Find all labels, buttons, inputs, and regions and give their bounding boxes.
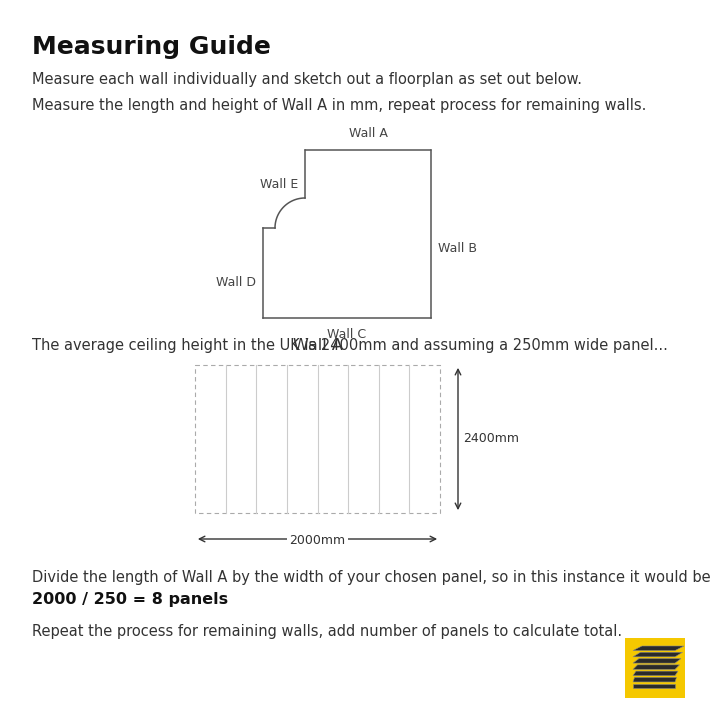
Text: Measure each wall individually and sketch out a floorplan as set out below.: Measure each wall individually and sketc… bbox=[32, 72, 582, 87]
Text: The average ceiling height in the UK is 2400mm and assuming a 250mm wide panel..: The average ceiling height in the UK is … bbox=[32, 338, 668, 353]
Text: 2400mm: 2400mm bbox=[463, 433, 519, 446]
Polygon shape bbox=[633, 659, 681, 663]
Bar bbox=[625, 638, 685, 698]
Polygon shape bbox=[633, 684, 675, 688]
Text: Wall A: Wall A bbox=[348, 127, 387, 140]
Text: Measure the length and height of Wall A in mm, repeat process for remaining wall: Measure the length and height of Wall A … bbox=[32, 98, 647, 113]
Text: Wall D: Wall D bbox=[216, 276, 256, 289]
Text: 2000mm: 2000mm bbox=[289, 534, 346, 546]
Bar bbox=[195, 365, 440, 513]
Text: Wall B: Wall B bbox=[438, 243, 477, 256]
Text: Divide the length of Wall A by the width of your chosen panel, so in this instan: Divide the length of Wall A by the width… bbox=[32, 570, 711, 585]
Text: Measuring Guide: Measuring Guide bbox=[32, 35, 271, 59]
Polygon shape bbox=[633, 671, 678, 675]
Text: Wall E: Wall E bbox=[260, 178, 298, 191]
Text: 2000 / 250 = 8 panels: 2000 / 250 = 8 panels bbox=[32, 592, 228, 607]
Polygon shape bbox=[633, 665, 680, 670]
Text: Repeat the process for remaining walls, add number of panels to calculate total.: Repeat the process for remaining walls, … bbox=[32, 624, 622, 639]
Polygon shape bbox=[633, 652, 683, 657]
Polygon shape bbox=[633, 646, 684, 651]
Text: Wall C: Wall C bbox=[328, 328, 366, 341]
Text: Wall A: Wall A bbox=[292, 338, 343, 353]
Polygon shape bbox=[633, 678, 677, 682]
